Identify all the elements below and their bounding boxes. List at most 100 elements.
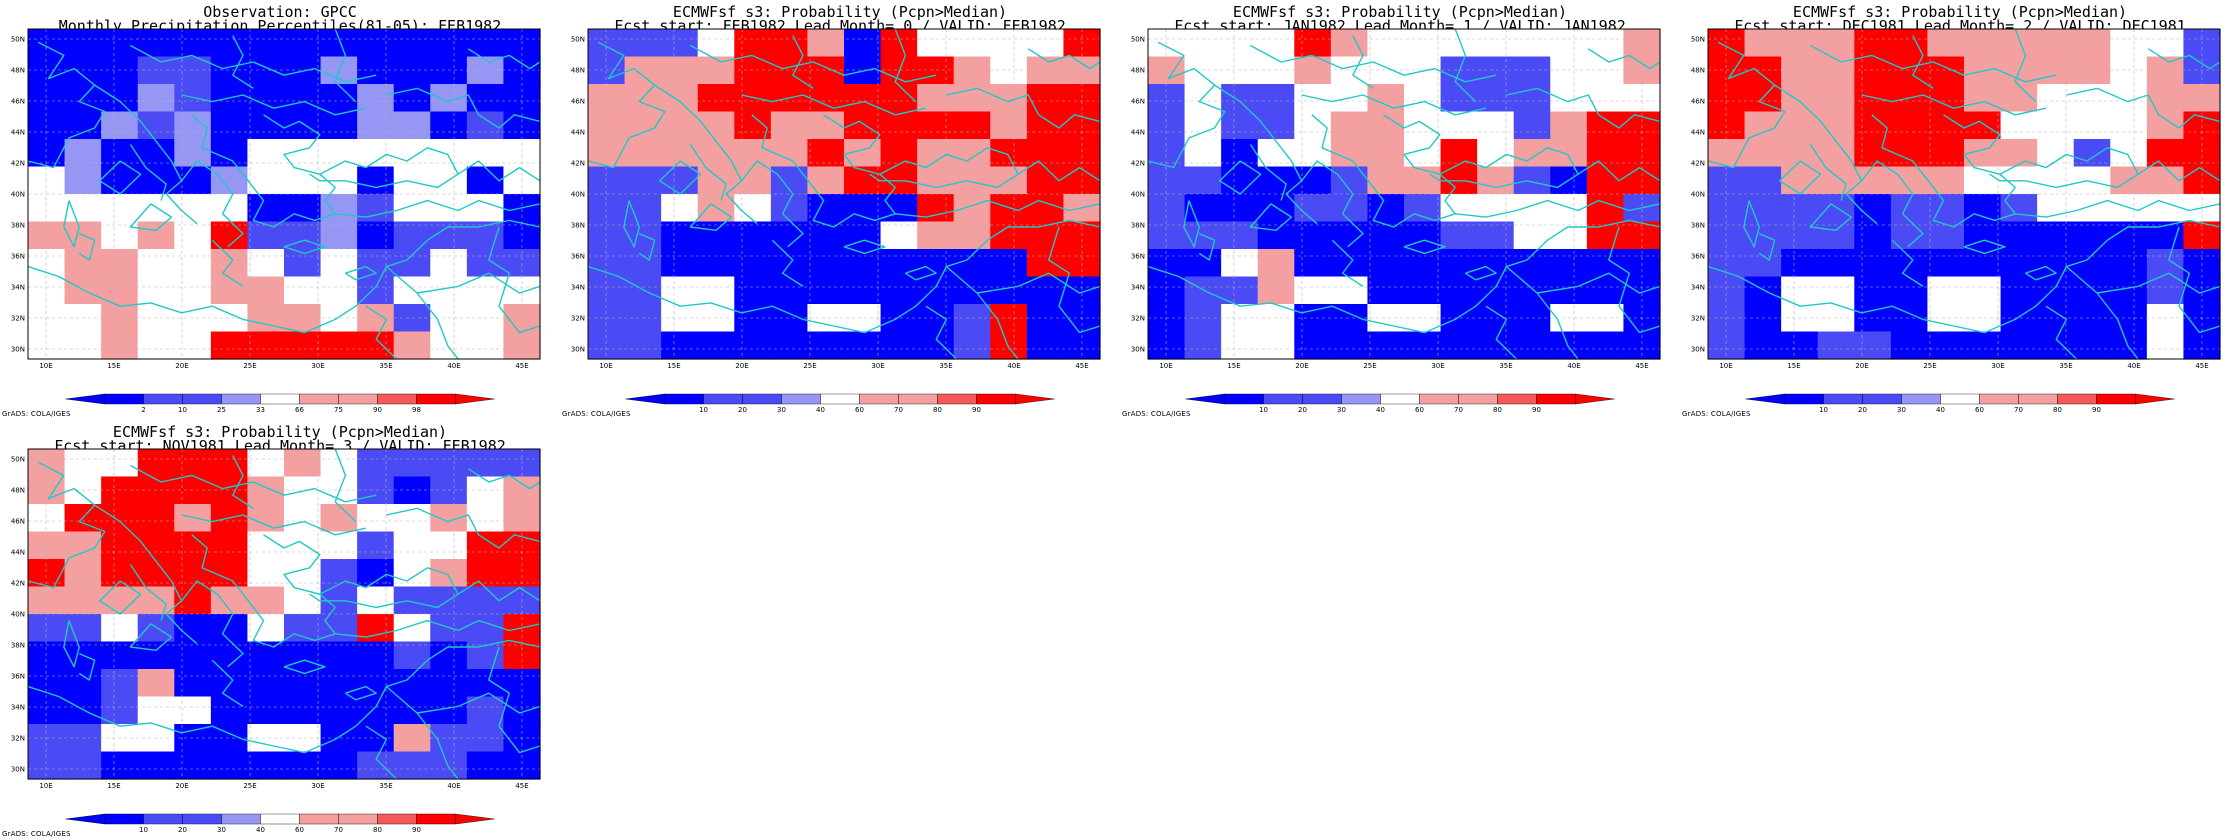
lon-label: 10E	[39, 362, 52, 370]
grid-cell	[101, 84, 139, 113]
grid-cell	[64, 276, 102, 305]
grid-cell	[1744, 29, 1782, 58]
grid-cell	[101, 504, 139, 533]
grid-cell	[1294, 331, 1332, 360]
coastline	[1743, 200, 1760, 248]
grid-cell	[1367, 331, 1405, 360]
lon-label: 25E	[243, 782, 256, 790]
grid-cell	[1817, 139, 1855, 168]
grid-cell	[320, 696, 358, 725]
coastline	[181, 94, 367, 116]
lat-label: 36N	[1691, 253, 1705, 261]
grid-cell	[1026, 56, 1065, 85]
coastline	[1017, 160, 1101, 182]
coastline	[1311, 114, 1661, 228]
grid-cell	[137, 84, 175, 113]
grid-cell	[990, 29, 1028, 58]
grid-cell	[393, 194, 431, 223]
grid-cell	[28, 56, 66, 85]
lon-label: 40E	[1007, 362, 1020, 370]
lat-label: 30N	[1131, 346, 1145, 354]
grid-cell	[1367, 304, 1405, 333]
coastline	[1810, 44, 2057, 83]
grid-cell	[137, 751, 175, 780]
coastline	[823, 114, 1019, 189]
lon-label: 15E	[107, 362, 120, 370]
lat-label: 42N	[11, 580, 25, 588]
grid-cell	[174, 696, 212, 725]
coastline	[771, 239, 804, 287]
coastline	[843, 239, 886, 255]
colorbar-segment	[65, 813, 105, 825]
grid-cell	[697, 276, 735, 305]
coastline	[689, 144, 727, 201]
coastline	[1147, 219, 1661, 334]
coastlines	[587, 28, 1101, 360]
lat-label: 36N	[1131, 253, 1145, 261]
lat-label: 42N	[1691, 160, 1705, 168]
lon-label: 35E	[379, 782, 392, 790]
grid-cell	[807, 29, 845, 58]
grid-cell	[844, 276, 882, 305]
colorbar-label: 20	[738, 406, 747, 414]
grid-cell	[1781, 221, 1819, 250]
lat-label: 48N	[1131, 67, 1145, 75]
grid-cell	[1586, 249, 1625, 278]
coastline	[1301, 94, 1487, 116]
grid-cell	[807, 194, 845, 223]
coastline	[658, 160, 702, 195]
grid-cell	[1854, 139, 1892, 168]
grid-cell	[247, 249, 285, 278]
grid-cell	[101, 166, 139, 195]
lat-label: 40N	[1131, 191, 1145, 199]
grid-cell	[137, 504, 175, 533]
grid-cell	[284, 614, 322, 643]
grid-cell	[101, 696, 139, 725]
grid-cell	[101, 531, 139, 560]
grid-cell	[247, 221, 285, 250]
colorbar-label: 25	[217, 406, 226, 414]
lat-label: 40N	[571, 191, 585, 199]
colorbar-label: 90	[2092, 406, 2101, 414]
grid-cell	[1477, 166, 1515, 195]
grid-cell	[1586, 111, 1625, 140]
lat-label: 38N	[1691, 222, 1705, 230]
colorbar-label: 80	[2053, 406, 2062, 414]
grid-cell	[1744, 331, 1782, 360]
grid-cell	[137, 249, 175, 278]
colorbar-label: 90	[972, 406, 981, 414]
colorbar-label: 10	[139, 826, 148, 834]
grid-cell	[990, 139, 1028, 168]
coastline	[63, 620, 80, 668]
grid-cell	[1257, 276, 1295, 305]
grid-cell	[357, 56, 395, 85]
grid-cell	[466, 614, 505, 643]
graticule	[28, 449, 540, 779]
coastline	[283, 239, 326, 255]
coastline	[690, 44, 937, 83]
grid-cell	[1550, 56, 1588, 85]
grid-cell	[1513, 331, 1551, 360]
grid-cell	[466, 111, 505, 140]
grid-cell	[430, 504, 468, 533]
grid-cell	[1817, 84, 1855, 113]
grid-cell	[430, 331, 468, 360]
grid-cell	[1404, 166, 1442, 195]
grid-cell	[247, 194, 285, 223]
grid-cell	[28, 586, 66, 615]
grid-cell	[917, 331, 955, 360]
grid-cell	[1890, 56, 1929, 85]
colorbar-label: 10	[1819, 406, 1828, 414]
coastline	[27, 639, 541, 754]
grid-cell	[1221, 111, 1259, 140]
grid-cell	[137, 696, 175, 725]
grid-cell	[1513, 249, 1551, 278]
grid-cell	[1927, 56, 1965, 85]
map-plot: 50N 48N 46N 44N 42N 40N 38N 36N 34N 32N 30N 10E 15E 2…	[571, 28, 1101, 414]
colorbar-segment	[1458, 393, 1498, 405]
grid-cell	[1026, 29, 1065, 58]
coastline	[2025, 265, 2057, 281]
colorbar-segment	[104, 813, 144, 825]
grid-cell	[393, 449, 431, 478]
lon-label: 30E	[1431, 362, 1444, 370]
